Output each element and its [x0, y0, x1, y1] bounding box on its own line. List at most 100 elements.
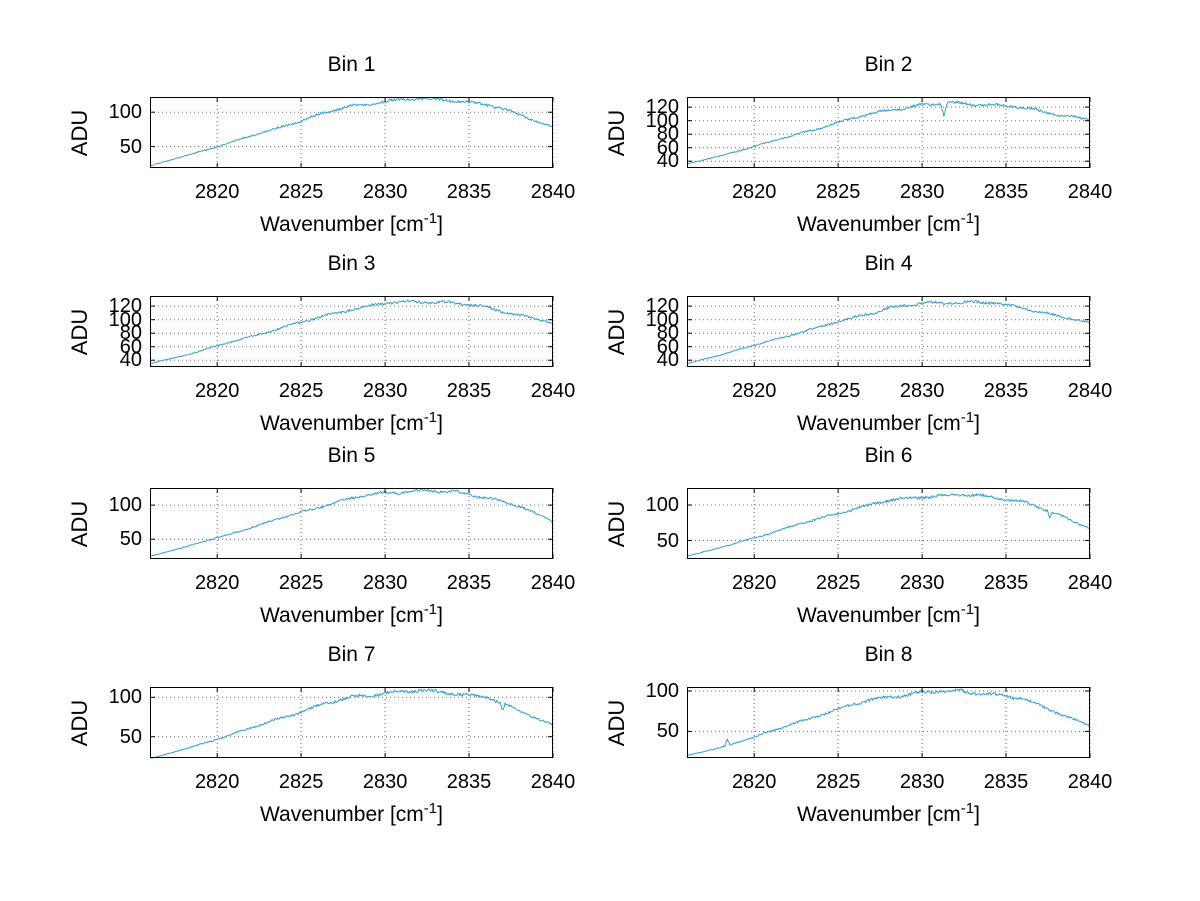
x-tick-label: 2840: [530, 572, 576, 594]
spectrum-line: [686, 688, 1091, 757]
x-tick-label: 2825: [815, 771, 861, 793]
xlabel-text: Wavenumber [cm: [797, 803, 961, 826]
axes-box: [687, 97, 1091, 168]
x-tick-label: 2830: [362, 181, 408, 203]
x-tick-label: 2840: [1067, 572, 1113, 594]
y-tick-label: 100: [645, 308, 679, 331]
y-axis-label: ADU: [604, 308, 629, 355]
x-axis-label: Wavenumber [cm-1]: [687, 801, 1090, 828]
x-tick-label: 2835: [446, 181, 492, 203]
axes-box: [150, 488, 554, 559]
subplot-title: Bin 6: [864, 444, 913, 467]
x-tick-label: 2830: [362, 771, 408, 793]
plot-area: [149, 97, 554, 168]
xlabel-superscript: -1: [960, 601, 975, 618]
y-tick-label: 100: [645, 109, 679, 132]
y-tick-label: 40: [656, 150, 679, 173]
x-tick-label: 2840: [1067, 380, 1113, 402]
y-tick-label: 60: [656, 335, 679, 358]
xlabel-bracket: ]: [437, 803, 443, 826]
x-tick-label: 2830: [899, 771, 945, 793]
y-tick-label: 50: [656, 529, 679, 552]
x-axis-label: Wavenumber [cm-1]: [687, 601, 1090, 629]
y-axis-label: ADU: [604, 109, 629, 156]
x-tick-label: 2840: [530, 380, 576, 402]
y-axis-label: ADU: [67, 308, 92, 355]
x-tick-label: 2825: [278, 181, 324, 203]
plot-area: [686, 687, 1091, 758]
xlabel-bracket: ]: [974, 803, 980, 826]
x-tick-label: 2820: [731, 572, 777, 594]
x-axis-label: Wavenumber [cm-1]: [687, 410, 1090, 437]
y-tick-label: 50: [656, 720, 679, 743]
x-tick-label: 2830: [899, 572, 945, 594]
y-axis-label: ADU: [67, 699, 92, 746]
xlabel-text: Wavenumber [cm: [260, 213, 424, 236]
x-tick-label: 2820: [194, 572, 240, 594]
xlabel-superscript: -1: [423, 210, 438, 227]
plot-area: [686, 97, 1091, 168]
y-tick-label: 100: [108, 494, 142, 517]
axes-box: [150, 97, 554, 168]
subplot-title: Bin 2: [864, 53, 913, 76]
x-tick-label: 2835: [983, 572, 1029, 594]
xlabel-superscript: -1: [423, 601, 438, 618]
spectrum-line: [150, 688, 554, 759]
spectrum-line: [149, 97, 554, 167]
spectrum-line: [686, 299, 1091, 365]
x-axis-label: Wavenumber [cm-1]: [687, 211, 1090, 238]
x-tick-label: 2840: [1067, 181, 1113, 203]
y-tick-label: 80: [119, 322, 142, 345]
y-tick-label: 100: [645, 494, 679, 516]
y-tick-label: 100: [108, 101, 142, 124]
y-tick-label: 60: [656, 136, 679, 159]
subplot-title: Bin 1: [327, 53, 376, 76]
y-axis-label: ADU: [67, 500, 92, 547]
x-tick-label: 2820: [731, 771, 777, 793]
xlabel-text: Wavenumber [cm: [260, 604, 424, 627]
plot-area: [150, 687, 554, 759]
x-tick-label: 2835: [446, 380, 492, 402]
y-tick-label: 80: [656, 123, 679, 146]
y-tick-label: 100: [108, 308, 142, 331]
x-tick-label: 2825: [278, 771, 324, 793]
y-tick-label: 100: [108, 686, 142, 709]
x-tick-label: 2840: [1067, 771, 1113, 793]
spectrum-line: [686, 100, 1091, 165]
plot-area: [686, 296, 1091, 367]
xlabel-text: Wavenumber [cm: [797, 412, 961, 435]
plot-area: [149, 488, 554, 559]
axes-box: [150, 296, 554, 367]
xlabel-bracket: ]: [974, 213, 980, 236]
y-tick-label: 100: [645, 680, 679, 702]
spectrum-line: [149, 488, 554, 557]
x-tick-label: 2820: [194, 771, 240, 793]
x-tick-label: 2825: [278, 572, 324, 594]
x-tick-label: 2820: [194, 380, 240, 402]
xlabel-bracket: ]: [974, 412, 980, 435]
x-tick-label: 2840: [530, 181, 576, 203]
y-tick-label: 120: [645, 96, 679, 119]
xlabel-text: Wavenumber [cm: [797, 213, 961, 236]
y-tick-label: 50: [119, 725, 142, 748]
spectrum-line: [686, 493, 1091, 557]
x-tick-label: 2825: [815, 572, 861, 594]
x-axis-label: Wavenumber [cm-1]: [150, 410, 553, 437]
plot-area: [149, 296, 554, 367]
x-axis-label: Wavenumber [cm-1]: [150, 601, 553, 629]
subplot-title: Bin 7: [327, 643, 376, 666]
y-tick-label: 50: [119, 135, 142, 158]
xlabel-text: Wavenumber [cm: [260, 803, 424, 826]
y-axis-label: ADU: [604, 699, 629, 746]
xlabel-superscript: -1: [423, 800, 438, 817]
x-axis-label: Wavenumber [cm-1]: [150, 210, 553, 238]
x-tick-label: 2820: [731, 380, 777, 402]
xlabel-bracket: ]: [974, 604, 980, 627]
x-tick-label: 2830: [899, 380, 945, 402]
